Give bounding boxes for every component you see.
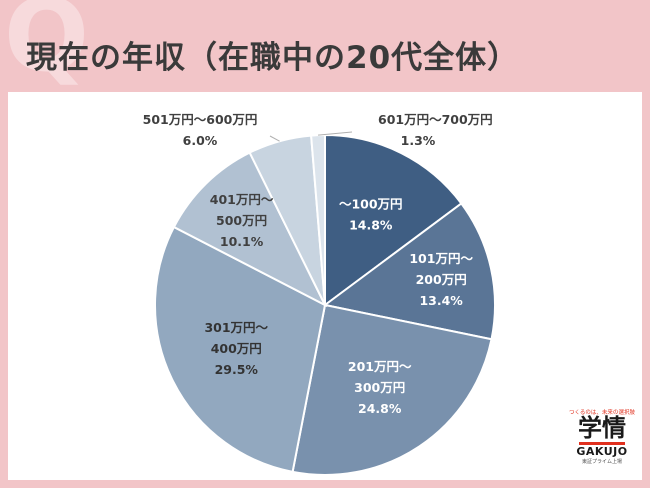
logo-bar	[579, 442, 625, 446]
logo-sub: 東証プライム上場	[582, 459, 622, 466]
logo-english: GAKUJO	[576, 445, 628, 459]
slice-label-2: 201万円～ 300万円 24.8%	[348, 359, 412, 416]
slice-label-1: 101万円～ 200万円 13.4%	[409, 251, 473, 308]
slice-label-0: ～100万円 14.8%	[339, 196, 403, 232]
logo-tagline: つくるのは、未来の選択肢	[569, 410, 635, 416]
pie-chart: ～100万円 14.8%101万円～ 200万円 13.4% 201万円～ 300万円 24…	[143, 112, 496, 476]
pie-slice-2	[291, 303, 493, 476]
slice-label-4: 401万円～ 500万円 10.1%	[210, 192, 274, 249]
leader-line-5	[269, 135, 280, 142]
pie-slice-1	[322, 202, 496, 341]
slice-label-3: 301万円～ 400万円 29.5%	[204, 320, 268, 377]
logo-kanji: 学情	[578, 414, 626, 442]
slice-label-6: 601万円～700万円 1.3%	[378, 112, 493, 148]
chart-panel: ～100万円 14.8% 101万円～ 200万円 13.4% 201万円～ 300万円 24…	[8, 92, 642, 480]
pie-slice-0	[324, 133, 463, 307]
pie-slice-3	[154, 225, 327, 474]
q-decoration: Q	[4, 0, 90, 94]
leader-line-6	[318, 131, 353, 136]
slice-label-5: 501万円～600万円 6.0%	[143, 112, 258, 148]
pie-slice-4	[172, 151, 328, 308]
page-title: 現在の年収（在職中の20代全体）	[26, 40, 520, 76]
gakujo-logo: つくるのは、未来の選択肢 学情 GAKUJO 東証プライム上場	[566, 408, 638, 465]
